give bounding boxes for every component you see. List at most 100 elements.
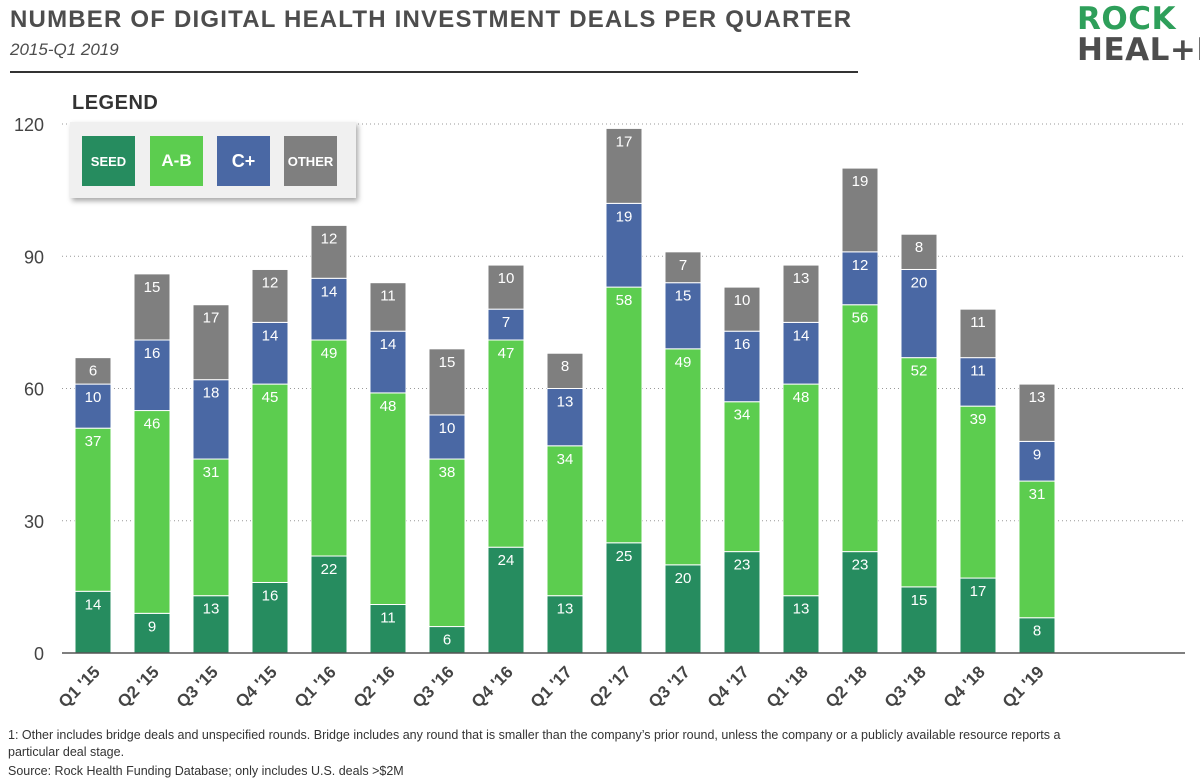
data-label: 37 — [85, 433, 102, 450]
data-label: 46 — [144, 416, 161, 433]
data-label: 10 — [498, 270, 515, 287]
data-label: 15 — [675, 288, 692, 305]
bar-segment-a-b — [369, 392, 407, 606]
data-label: 9 — [148, 618, 156, 635]
bar-segment-seed — [192, 595, 230, 654]
bar-segment-a-b — [74, 427, 112, 592]
bar-segment-other — [900, 233, 938, 270]
bar-segment-c- — [959, 357, 997, 407]
x-tick-label: Q3 '15 — [173, 662, 222, 711]
rock-health-logo: ROCK HEAL+H — [1077, 4, 1200, 66]
data-label: 8 — [1033, 623, 1041, 640]
bar-segment-other — [369, 282, 407, 332]
x-tick-label: Q1 '16 — [291, 662, 340, 711]
bar-segment-c- — [487, 308, 525, 341]
x-tick-label: Q4 '16 — [468, 662, 517, 711]
legend-cplus-swatch: C+ — [217, 136, 270, 186]
bar-segment-a-b — [959, 405, 997, 579]
x-tick-label: Q2 '17 — [586, 662, 635, 711]
data-label: 10 — [85, 389, 102, 406]
bar-segment-a-b — [192, 458, 230, 597]
bar-segment-seed — [1018, 617, 1056, 654]
bar-segment-other — [841, 167, 879, 253]
bar-segment-a-b — [900, 357, 938, 588]
bar-segment-seed — [74, 590, 112, 654]
data-label: 14 — [321, 283, 338, 300]
bar-segment-other — [605, 127, 643, 204]
data-label: 58 — [616, 292, 633, 309]
bar-segment-other — [74, 357, 112, 385]
bar-segment-seed — [782, 595, 820, 654]
data-label: 49 — [675, 354, 692, 371]
data-label: 25 — [616, 548, 633, 565]
bar-segment-other — [1018, 383, 1056, 442]
bar-segment-other — [428, 348, 466, 416]
bar-segment-other — [782, 264, 820, 323]
data-label: 13 — [203, 601, 220, 618]
bar-segment-c- — [251, 321, 289, 385]
data-label: 14 — [793, 327, 810, 344]
bar-segment-c- — [74, 383, 112, 429]
bar-segment-c- — [192, 379, 230, 460]
data-label: 17 — [970, 583, 987, 600]
bar-segment-a-b — [428, 458, 466, 628]
bar-segment-c- — [782, 321, 820, 385]
data-label: 24 — [498, 552, 515, 569]
bar-segment-c- — [605, 202, 643, 288]
data-label: 13 — [1029, 389, 1046, 406]
axes: 0 30 60 90 120 Q1 '15 Q2 '15 Q3 '15 Q4 '15 Q1 '16… — [14, 115, 1185, 711]
x-tick-label: Q3 '17 — [645, 662, 694, 711]
x-tick-label: Q4 '17 — [704, 662, 753, 711]
legend-title: LEGEND — [72, 92, 159, 114]
bar-segment-a-b — [841, 304, 879, 553]
x-tick-label: Q3 '18 — [881, 662, 930, 711]
data-label: 45 — [262, 389, 279, 406]
data-label: 31 — [1029, 486, 1046, 503]
bar-segment-c- — [133, 339, 171, 412]
bar-segment-c- — [369, 330, 407, 394]
x-tick-label: Q1 '19 — [999, 662, 1048, 711]
data-label: 15 — [439, 354, 456, 371]
data-label: 8 — [915, 239, 923, 256]
data-label: 16 — [734, 336, 751, 353]
source-note: Source: Rock Health Funding Database; on… — [8, 764, 404, 778]
bar-segment-other — [959, 308, 997, 359]
x-tick-label: Q1 '18 — [763, 662, 812, 711]
data-label: 20 — [675, 570, 692, 587]
data-label: 10 — [439, 420, 456, 437]
data-label: 15 — [144, 279, 161, 296]
x-tick-label: Q4 '18 — [940, 662, 989, 711]
data-label: 56 — [852, 310, 869, 327]
legend-seed-swatch: SEED — [82, 136, 135, 186]
bar-segment-c- — [900, 268, 938, 359]
data-label: 8 — [561, 358, 569, 375]
data-label: 15 — [911, 592, 928, 609]
data-label: 52 — [911, 363, 928, 380]
chart-title: NUMBER OF DIGITAL HEALTH INVESTMENT DEAL… — [10, 6, 853, 33]
bar-segment-c- — [723, 330, 761, 403]
data-label: 19 — [852, 173, 869, 190]
bar-segment-other — [664, 251, 702, 284]
data-label: 48 — [793, 389, 810, 406]
data-label: 12 — [852, 257, 869, 274]
x-tick-label: Q2 '18 — [822, 662, 871, 711]
bars: 14 37 10 6 9 46 16 15 13 31 18 17 16 45 14 12 22 49 14 12 11… — [74, 127, 1056, 654]
data-label: 6 — [443, 632, 451, 649]
y-tick-label: 30 — [24, 512, 44, 532]
bar-segment-other — [310, 224, 348, 279]
x-tick-label: Q2 '15 — [114, 662, 163, 711]
data-label: 10 — [734, 292, 751, 309]
bar-segment-other — [546, 352, 584, 390]
data-label: 7 — [679, 257, 687, 274]
bar-segment-a-b — [605, 286, 643, 544]
data-label: 23 — [734, 557, 751, 574]
y-tick-label: 90 — [24, 247, 44, 267]
legend: SEED A-B C+ OTHER — [70, 122, 356, 198]
y-tick-label: 0 — [34, 644, 44, 664]
data-label: 38 — [439, 464, 456, 481]
bar-segment-seed — [369, 604, 407, 654]
bar-segment-c- — [664, 282, 702, 350]
data-label: 13 — [557, 601, 574, 618]
data-label: 11 — [970, 363, 986, 380]
data-label: 16 — [262, 587, 279, 604]
